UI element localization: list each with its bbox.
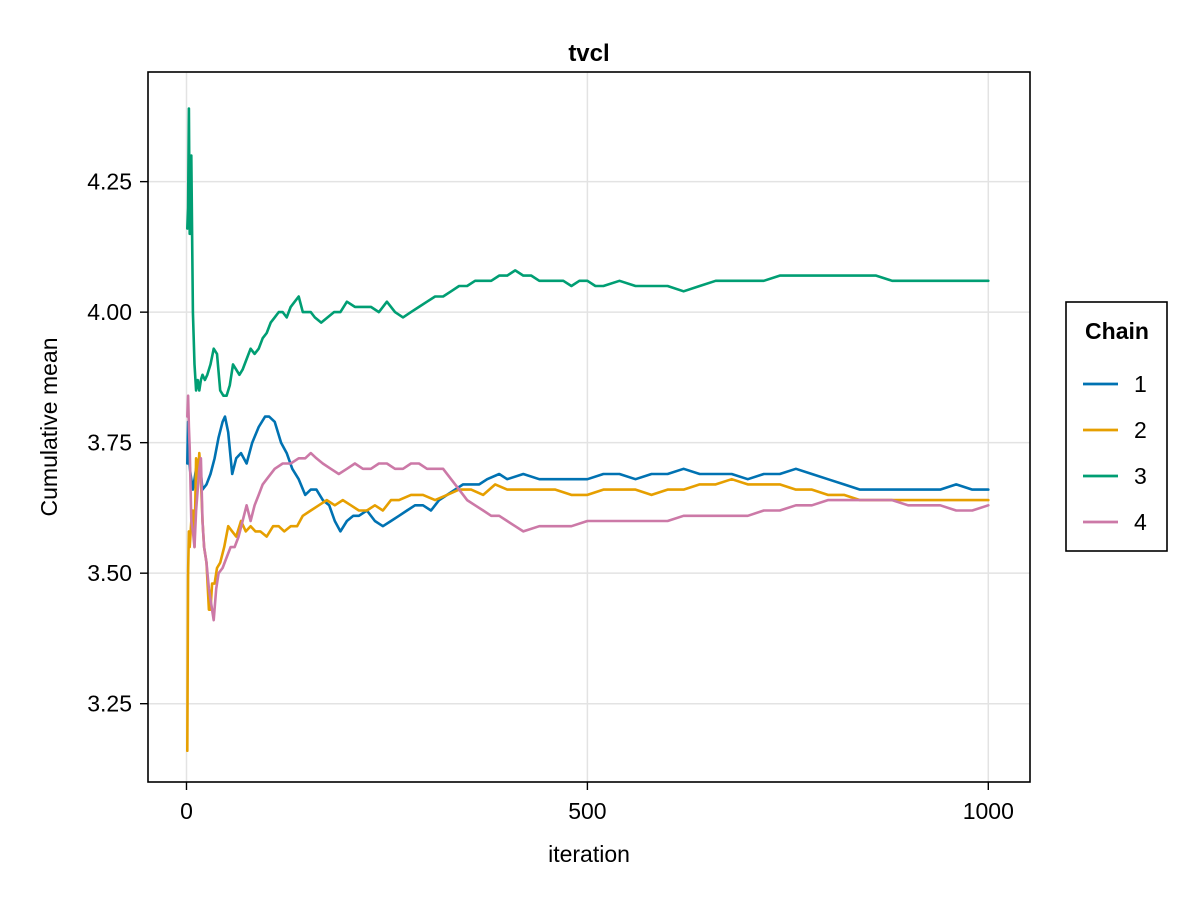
legend-label-chain-1: 1: [1134, 371, 1147, 397]
x-tick-label: 1000: [963, 798, 1014, 824]
y-tick-label: 3.50: [87, 560, 132, 586]
series-line-chain-4: [186, 394, 990, 622]
legend-items: 1 2 3 4: [1083, 371, 1147, 535]
x-tick-label: 0: [180, 798, 193, 824]
legend-title: Chain: [1085, 318, 1149, 344]
series-line-chain-3: [186, 107, 990, 398]
legend-label-chain-4: 4: [1134, 509, 1147, 535]
y-tick-label: 3.75: [87, 430, 132, 456]
legend-label-chain-3: 3: [1134, 463, 1147, 489]
series-line-chain-2: [186, 451, 990, 753]
y-axis-ticks: 3.25 3.50 3.75 4.00 4.25: [87, 169, 148, 717]
grid: [148, 72, 1030, 782]
legend-box: [1065, 301, 1168, 552]
y-tick-label: 4.25: [87, 169, 132, 195]
x-tick-label: 500: [568, 798, 606, 824]
y-tick-label: 3.25: [87, 691, 132, 717]
chart-title: tvcl: [568, 40, 609, 67]
y-tick-label: 4.00: [87, 299, 132, 325]
plot-frame: [147, 71, 1031, 783]
series-line-chain-1: [186, 415, 990, 533]
x-axis-ticks: 0 500 1000: [180, 782, 1014, 824]
x-axis-label: iteration: [548, 841, 630, 867]
y-axis-label: Cumulative mean: [36, 338, 62, 517]
series-layer: [186, 107, 990, 753]
legend-label-chain-2: 2: [1134, 417, 1147, 443]
legend: Chain 1 2 3 4: [1065, 301, 1168, 552]
